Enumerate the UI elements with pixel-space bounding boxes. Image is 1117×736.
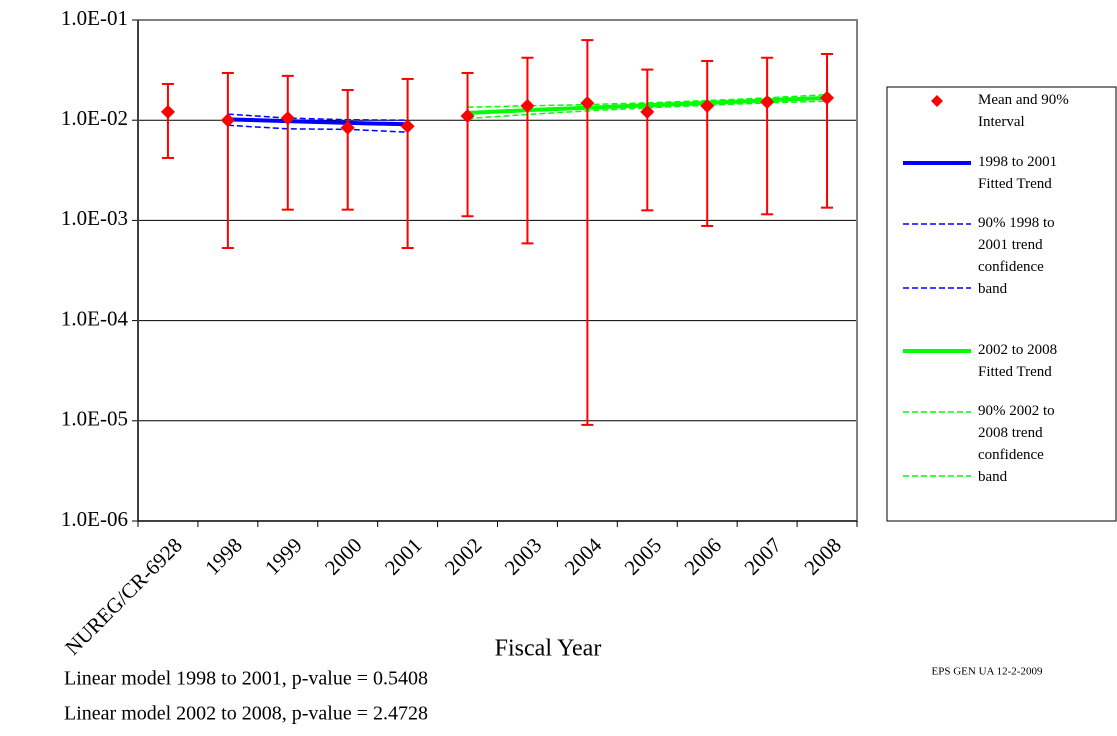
mean-marker [220,113,235,128]
x-axis-label: Fiscal Year [495,636,602,662]
confidence-band [227,113,408,121]
y-tick-label: 1.0E-02 [61,106,128,130]
legend-label: 2002 to 2008 Fitted Trend [978,342,1057,380]
confidence-band [227,124,408,133]
legend-label: Mean and 90% Interval [978,92,1069,130]
y-tick-label: 1.0E-06 [61,507,128,531]
annotation: EPS GEN UA 12-2-2009 [932,666,1043,678]
mean-marker [640,104,655,119]
y-tick-label: 1.0E-05 [61,407,128,431]
legend-label: 1998 to 2001 Fitted Trend [978,154,1057,192]
legend-marker [931,95,943,107]
y-tick-label: 1.0E-01 [61,6,128,30]
y-tick-label: 1.0E-04 [61,306,129,330]
mean-marker [760,94,775,109]
mean-marker [160,104,175,119]
mean-marker [340,120,355,135]
y-tick-label: 1.0E-03 [61,206,128,230]
mean-marker [520,98,535,113]
mean-marker [580,96,595,111]
legend-label: 90% 1998 to 2001 trend confidence band [978,215,1055,297]
mean-marker [700,98,715,113]
trend-line [227,117,408,127]
annotation: Linear model 2002 to 2008, p-value = 2.4… [64,703,428,725]
annotation: Linear model 1998 to 2001, p-value = 0.5… [64,668,428,690]
mean-marker [460,109,475,124]
legend-label: 90% 2002 to 2008 trend confidence band [978,403,1055,485]
legend-box [886,86,1117,522]
mean-marker [400,119,415,134]
mean-marker [820,90,835,105]
mean-marker [280,111,295,126]
